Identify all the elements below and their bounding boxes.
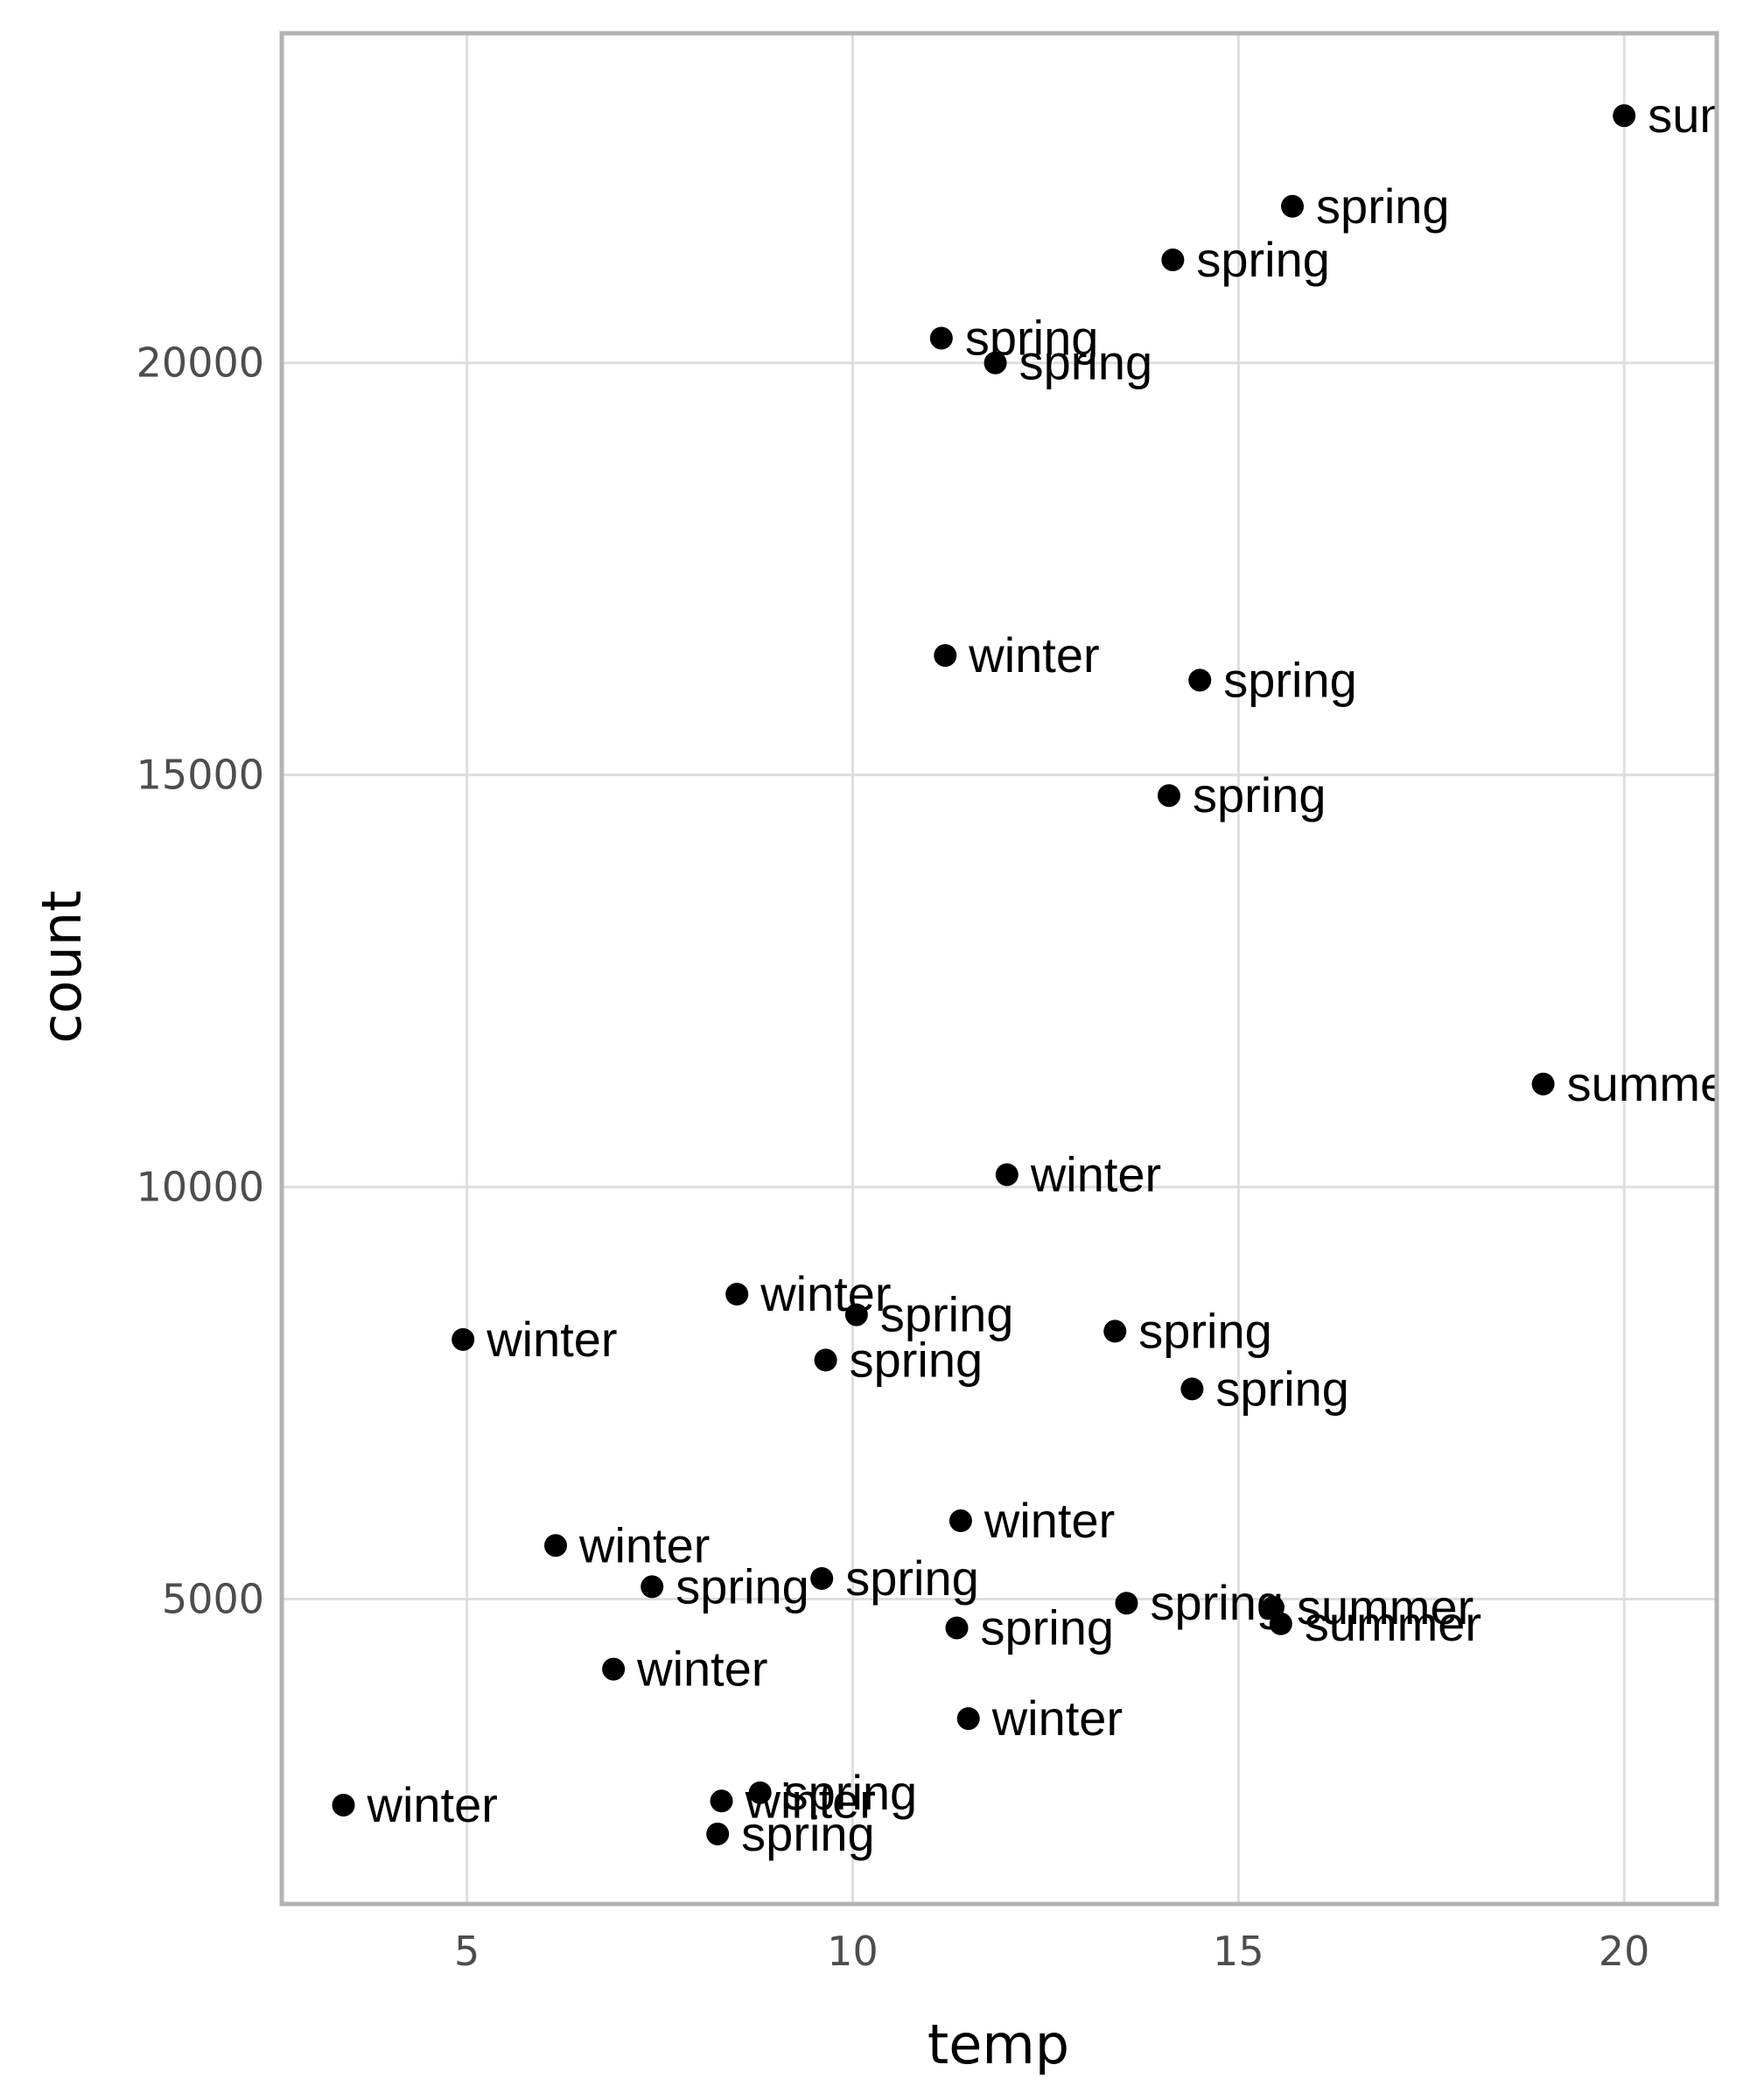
data-point xyxy=(1531,1072,1555,1096)
point-label: spring xyxy=(741,1806,875,1861)
y-tick-label: 15000 xyxy=(136,752,264,799)
point-label: winter xyxy=(1030,1146,1161,1201)
data-point xyxy=(706,1822,730,1845)
point-label: spring xyxy=(1196,232,1330,287)
data-point xyxy=(748,1781,772,1804)
point-label: spring xyxy=(1150,1575,1284,1630)
point-label: spring xyxy=(845,1550,979,1606)
data-point xyxy=(725,1283,749,1306)
data-point xyxy=(929,326,953,350)
x-axis-ticks: 5 10 15 20 xyxy=(454,1928,1649,1975)
point-label: winter xyxy=(636,1642,767,1697)
point-label: spring xyxy=(1215,1361,1349,1416)
data-point xyxy=(332,1793,355,1816)
data-point xyxy=(945,1616,969,1640)
data-points xyxy=(332,104,1636,1845)
data-point xyxy=(948,1509,972,1533)
point-label: spring xyxy=(850,1332,984,1387)
point-label: summer xyxy=(1648,88,1750,143)
point-label: spring xyxy=(676,1558,809,1614)
data-point xyxy=(602,1657,626,1681)
point-label: winter xyxy=(968,627,1099,682)
data-point xyxy=(1103,1320,1127,1343)
point-label: summer xyxy=(1305,1596,1481,1651)
point-label: winter xyxy=(991,1690,1123,1746)
x-tick-label: 10 xyxy=(827,1928,878,1975)
x-axis-title: temp xyxy=(928,2012,1069,2076)
x-tick-label: 5 xyxy=(454,1928,480,1975)
point-label: spring xyxy=(1316,178,1450,234)
point-label: winter xyxy=(486,1312,617,1367)
x-tick-label: 20 xyxy=(1599,1928,1650,1975)
data-point xyxy=(1180,1377,1204,1401)
y-axis-ticks: 5000 10000 15000 20000 xyxy=(136,340,264,1623)
point-labels: summerspringspringspringspringwinterspri… xyxy=(367,88,1750,1861)
grid-lines xyxy=(282,33,1717,1904)
data-point xyxy=(956,1707,980,1731)
data-point xyxy=(844,1303,868,1326)
point-label: spring xyxy=(1019,335,1153,390)
point-label: winter xyxy=(760,1266,891,1321)
y-tick-label: 20000 xyxy=(136,340,264,387)
data-point xyxy=(1281,194,1305,218)
data-point xyxy=(1115,1592,1138,1615)
data-point xyxy=(640,1575,664,1599)
data-point xyxy=(814,1348,837,1372)
point-label: spring xyxy=(1223,652,1357,707)
data-point xyxy=(1613,104,1636,128)
point-label: spring xyxy=(1193,767,1326,822)
y-axis-title: count xyxy=(30,891,94,1044)
y-tick-label: 5000 xyxy=(162,1576,264,1623)
data-point xyxy=(984,351,1007,374)
point-label: summer xyxy=(1567,1056,1744,1111)
y-tick-label: 10000 xyxy=(136,1164,264,1211)
point-label: winter xyxy=(984,1493,1115,1548)
point-label: spring xyxy=(784,1765,918,1820)
point-label: spring xyxy=(981,1600,1115,1655)
point-label: spring xyxy=(965,310,1099,365)
data-point xyxy=(1161,248,1185,272)
data-point xyxy=(810,1566,834,1590)
point-label: summer xyxy=(1297,1579,1474,1634)
data-point xyxy=(934,644,957,668)
point-label: spring xyxy=(1138,1303,1272,1358)
data-point xyxy=(1188,668,1212,692)
point-label: winter xyxy=(578,1517,710,1572)
point-label: spring xyxy=(880,1287,1014,1342)
panel-border xyxy=(279,31,1719,1907)
data-point xyxy=(544,1534,568,1558)
data-point xyxy=(1269,1612,1292,1635)
point-label: winter xyxy=(367,1777,498,1832)
x-tick-label: 15 xyxy=(1213,1928,1264,1975)
data-point xyxy=(1157,784,1180,808)
data-point xyxy=(995,1163,1018,1186)
data-point xyxy=(452,1327,475,1351)
point-label: winter xyxy=(745,1773,876,1828)
data-point xyxy=(710,1789,733,1813)
